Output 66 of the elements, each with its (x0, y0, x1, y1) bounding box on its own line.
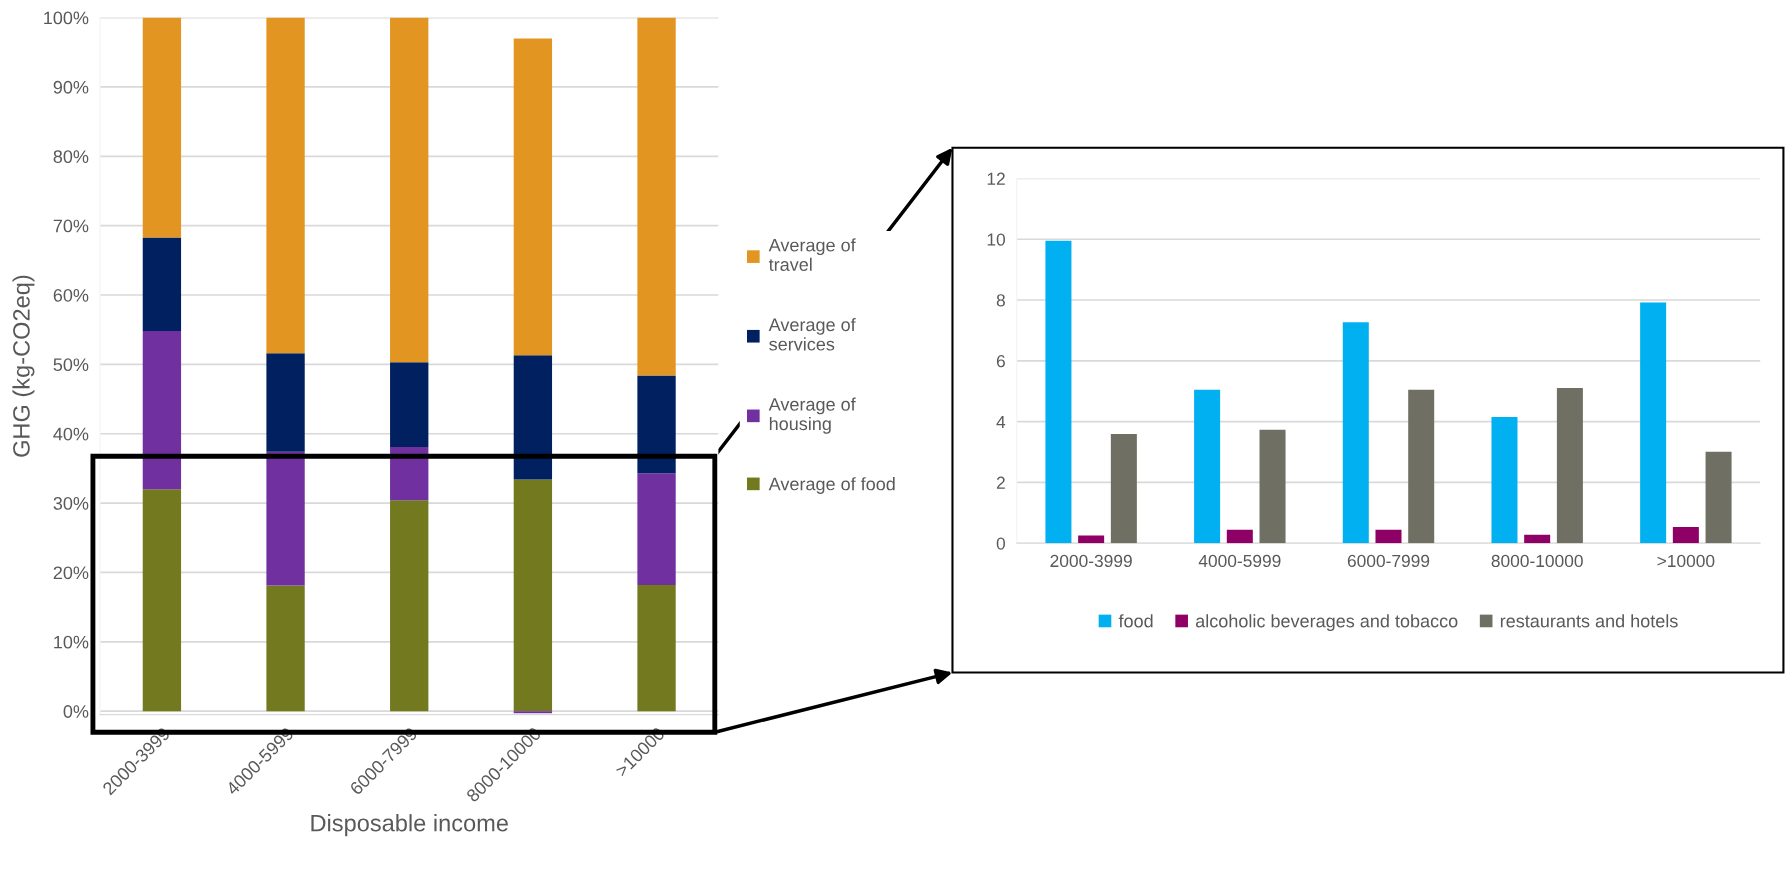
bar (266, 451, 305, 586)
bar (1524, 534, 1551, 544)
y-tick-label: 0% (63, 705, 89, 718)
bar (266, 585, 305, 712)
bar (1408, 389, 1435, 544)
bar (1375, 529, 1402, 544)
y-tick-label: 60% (53, 288, 89, 302)
bar (637, 473, 676, 585)
x-tick-label: >10000 (1657, 554, 1715, 568)
x-axis-title: Disposable income (311, 814, 508, 837)
bar (1226, 529, 1253, 544)
y-tick-label: 6 (996, 355, 1005, 368)
bar (142, 237, 182, 332)
y-tick-label: 90% (53, 80, 89, 94)
legend-label: Average of services (768, 317, 856, 351)
y-tick-label: 100% (44, 11, 89, 25)
bar (1259, 429, 1286, 544)
y-tick-label: 70% (53, 219, 89, 233)
x-tick-label: 8000-10000 (1491, 554, 1583, 568)
bar (1491, 417, 1518, 544)
bar (637, 17, 676, 376)
y-tick-label: 12 (987, 172, 1005, 185)
y-tick-label: 30% (53, 497, 89, 510)
bar (1194, 389, 1221, 544)
bar (513, 711, 553, 714)
y-tick-label: 50% (53, 358, 89, 372)
y-tick-label: 0 (996, 537, 1006, 550)
bar (142, 489, 182, 712)
bar (266, 17, 305, 354)
bar (637, 584, 676, 712)
legend-label: Average of housing (768, 397, 856, 434)
legend-label: food (1118, 614, 1153, 628)
y-tick-label: 40% (53, 427, 89, 441)
y-tick-label: 80% (53, 150, 89, 164)
bar (513, 355, 553, 480)
bar (1556, 387, 1583, 544)
bar (390, 500, 429, 712)
bar (1045, 240, 1072, 544)
bar (513, 38, 553, 356)
y-tick-label: 20% (53, 566, 89, 580)
legend-label: Average of travel (768, 238, 856, 271)
x-tick-label: 4000-5999 (1198, 554, 1281, 568)
bar (1110, 434, 1137, 544)
y-tick-label: 8 (996, 294, 1005, 307)
x-tick-label: 2000-3999 (1050, 554, 1132, 568)
bar (1078, 535, 1105, 544)
bar (1672, 527, 1699, 544)
bar (266, 353, 305, 452)
legend-label: restaurants and hotels (1500, 614, 1678, 628)
bar (637, 375, 676, 474)
bar (1342, 322, 1369, 544)
bar (142, 17, 182, 238)
x-tick-label: 6000-7999 (1347, 554, 1430, 568)
y-tick-label: 4 (996, 415, 1006, 428)
bar (390, 362, 429, 447)
legend-label: alcoholic beverages and tobacco (1195, 614, 1458, 632)
bar (513, 479, 553, 712)
y-tick-label: 10 (987, 233, 1006, 246)
bar (1640, 302, 1667, 544)
bar (390, 17, 429, 363)
bar (142, 331, 182, 490)
y-tick-label: 2 (996, 476, 1005, 489)
legend-label: Average of food (768, 477, 895, 494)
bar (1705, 451, 1732, 544)
y-tick-label: 10% (54, 635, 89, 649)
y-axis-title: GHG (kg-CO2eq) (12, 275, 35, 457)
